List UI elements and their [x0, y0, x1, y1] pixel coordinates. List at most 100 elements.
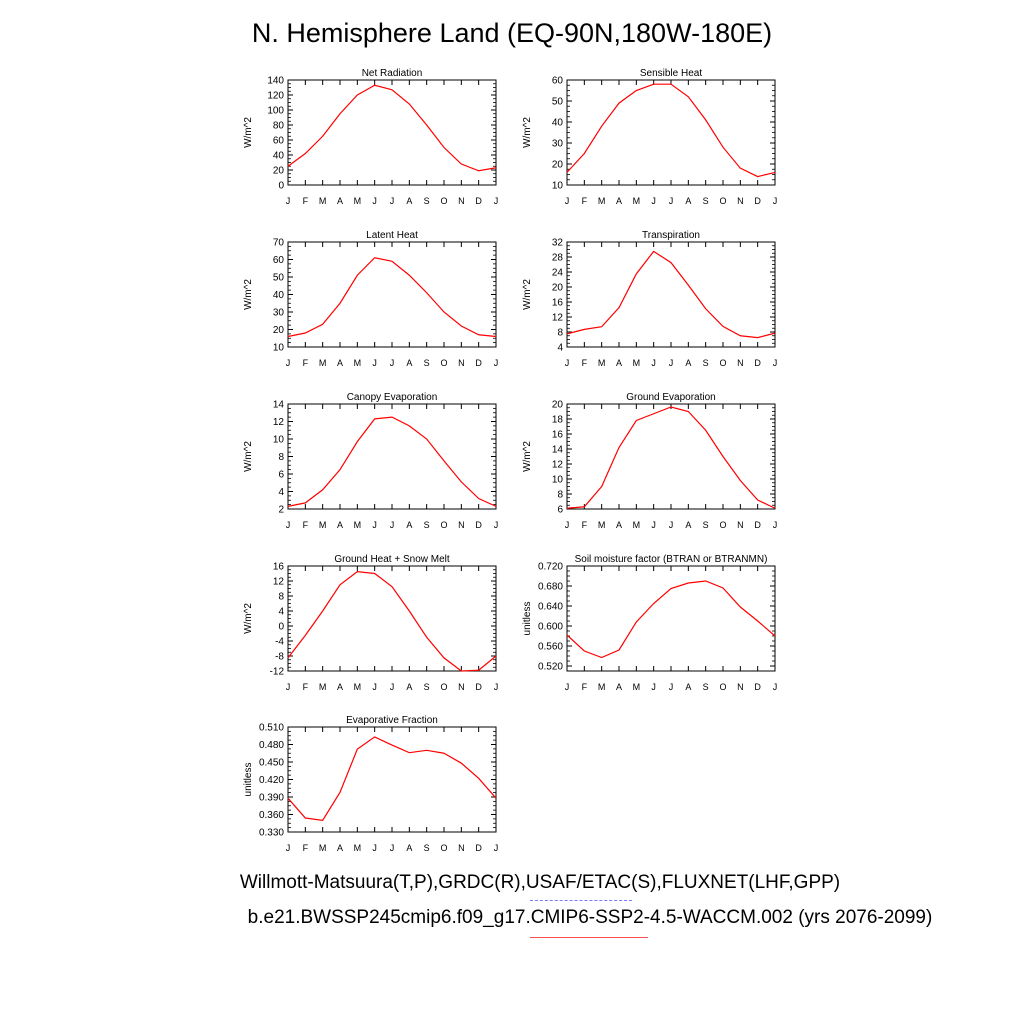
x-tick-label: D — [754, 358, 761, 368]
x-tick-label: J — [565, 358, 570, 368]
x-tick-label: J — [494, 682, 499, 692]
x-tick-label: J — [651, 358, 656, 368]
x-tick-label: M — [598, 682, 606, 692]
x-tick-label: D — [475, 682, 482, 692]
x-tick-label: O — [440, 682, 447, 692]
y-tick-label: 12 — [552, 460, 564, 471]
x-tick-label: M — [633, 520, 641, 530]
y-tick-label: 30 — [552, 139, 564, 150]
x-tick-label: J — [773, 682, 778, 692]
y-tick-label: 0 — [278, 622, 284, 633]
plot-frame — [287, 241, 497, 348]
y-tick-label: 120 — [267, 91, 284, 102]
x-tick-label: S — [424, 520, 430, 530]
y-axis-label: W/m^2 — [522, 117, 533, 148]
y-tick-label: 14 — [552, 445, 564, 456]
x-tick-label: M — [633, 682, 641, 692]
series-line — [287, 571, 497, 672]
x-tick-label: J — [669, 682, 674, 692]
x-tick-label: D — [475, 358, 482, 368]
y-axis-label: unitless — [522, 602, 533, 636]
x-tick-label: J — [773, 520, 778, 530]
plot-frame — [287, 726, 497, 833]
y-tick-label: 32 — [552, 238, 564, 249]
y-tick-label: 12 — [273, 577, 285, 588]
x-tick-label: J — [390, 196, 395, 206]
y-tick-label: 8 — [278, 592, 284, 603]
x-tick-label: A — [337, 843, 343, 853]
y-tick-label: 50 — [273, 273, 285, 284]
x-tick-label: O — [440, 520, 447, 530]
chart-title: Evaporative Fraction — [346, 715, 438, 726]
x-tick-label: S — [703, 682, 709, 692]
x-tick-label: J — [773, 358, 778, 368]
x-tick-label: J — [565, 196, 570, 206]
y-tick-label: 0.640 — [538, 602, 563, 613]
x-tick-label: M — [354, 682, 362, 692]
y-tick-label: 12 — [273, 417, 285, 428]
x-tick-label: J — [372, 196, 377, 206]
x-tick-label: D — [754, 682, 761, 692]
x-tick-label: F — [582, 682, 588, 692]
plot-frame — [287, 79, 497, 186]
x-tick-label: M — [319, 358, 327, 368]
y-tick-label: 18 — [552, 415, 564, 426]
x-tick-label: O — [440, 358, 447, 368]
x-tick-label: M — [319, 520, 327, 530]
y-tick-label: 140 — [267, 76, 284, 87]
x-tick-label: A — [337, 682, 343, 692]
y-tick-label: 10 — [273, 343, 285, 354]
x-tick-label: J — [286, 520, 291, 530]
x-tick-label: D — [475, 520, 482, 530]
x-tick-label: A — [616, 196, 622, 206]
x-tick-label: M — [319, 843, 327, 853]
y-tick-label: 8 — [278, 452, 284, 463]
y-tick-label: 0.390 — [259, 793, 284, 804]
y-axis-label: W/m^2 — [243, 117, 254, 148]
y-tick-label: 0.600 — [538, 622, 563, 633]
y-tick-label: 20 — [273, 166, 285, 177]
y-tick-label: 14 — [273, 400, 285, 411]
chart-title: Ground Heat + Snow Melt — [334, 554, 450, 565]
series-line — [566, 83, 776, 178]
x-tick-label: N — [458, 196, 465, 206]
y-tick-label: 50 — [552, 97, 564, 108]
x-tick-label: J — [372, 520, 377, 530]
series-line — [566, 406, 776, 509]
y-tick-label: 40 — [273, 151, 285, 162]
x-tick-label: J — [372, 682, 377, 692]
y-tick-label: 60 — [273, 255, 285, 266]
x-tick-label: M — [633, 196, 641, 206]
y-tick-label: 0.510 — [259, 723, 284, 734]
y-tick-label: 0.420 — [259, 775, 284, 786]
y-tick-label: 20 — [552, 160, 564, 171]
x-tick-label: A — [406, 682, 412, 692]
x-tick-label: S — [424, 843, 430, 853]
x-tick-label: M — [598, 196, 606, 206]
x-tick-label: F — [303, 682, 309, 692]
x-tick-label: N — [737, 196, 744, 206]
y-tick-label: 70 — [273, 238, 285, 249]
y-tick-label: 0.480 — [259, 740, 284, 751]
x-tick-label: J — [669, 196, 674, 206]
y-tick-label: 8 — [557, 490, 563, 501]
y-tick-label: 0.680 — [538, 582, 563, 593]
x-tick-label: A — [616, 682, 622, 692]
y-tick-label: 20 — [273, 325, 285, 336]
y-tick-label: 16 — [273, 562, 285, 573]
x-tick-label: J — [390, 358, 395, 368]
y-tick-label: 30 — [273, 308, 285, 319]
x-tick-label: J — [372, 843, 377, 853]
x-tick-label: J — [669, 520, 674, 530]
x-tick-label: A — [685, 196, 691, 206]
x-tick-label: D — [754, 520, 761, 530]
y-axis-label: W/m^2 — [243, 279, 254, 310]
x-tick-label: J — [390, 520, 395, 530]
x-tick-label: F — [303, 843, 309, 853]
x-tick-label: M — [354, 196, 362, 206]
chart-panel: Evaporative Fraction unitless 0.330 0.360 0.… — [243, 715, 498, 853]
chart-title: Ground Evaporation — [626, 392, 716, 403]
